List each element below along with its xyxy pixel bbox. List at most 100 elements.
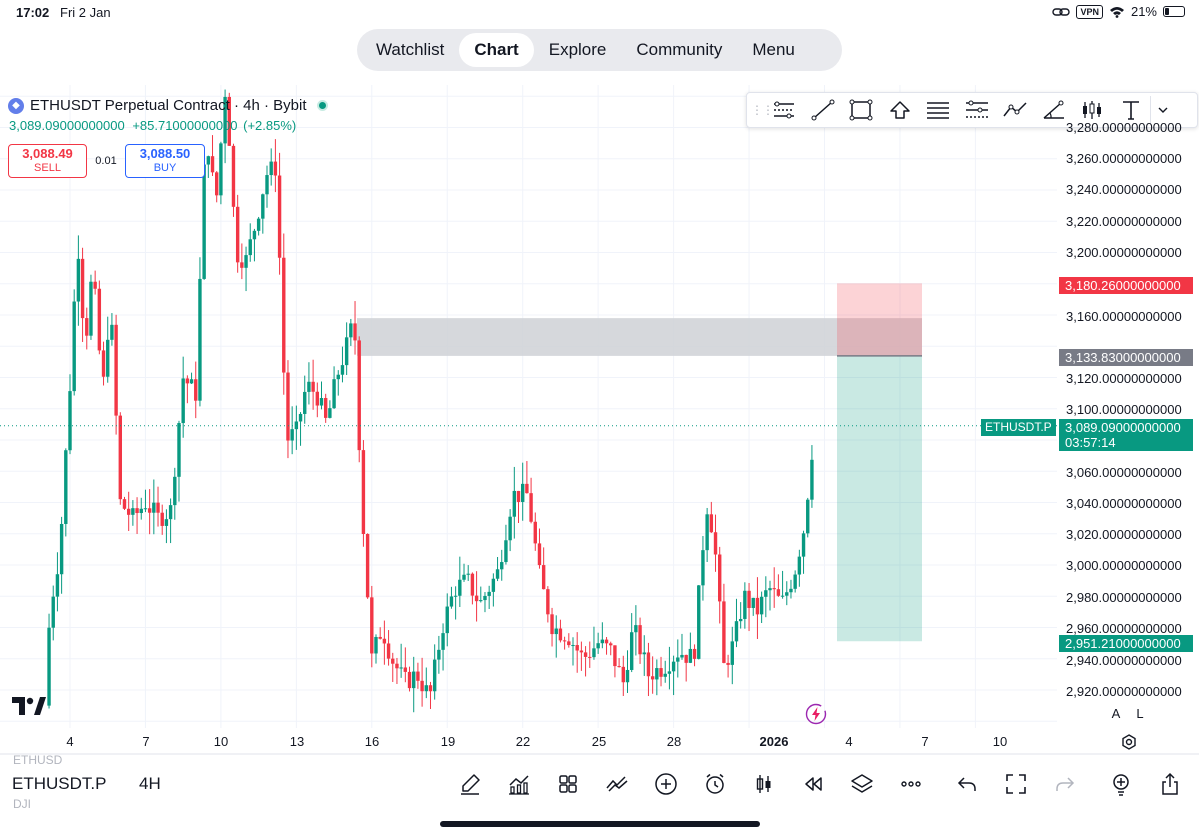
interval-button[interactable]: 4H (139, 774, 161, 793)
add-circle-icon[interactable] (652, 770, 680, 798)
layout-grid-icon[interactable] (554, 770, 582, 798)
candle-body (806, 499, 810, 534)
wifi-icon (1109, 6, 1124, 18)
candle-body (336, 374, 340, 380)
bottom-toolbar: ETHUSD ETHUSDT.P DJI 4H (0, 753, 1199, 815)
symbol-search-button[interactable]: ETHUSDT.P (12, 774, 107, 793)
candle (780, 570, 785, 599)
candle-body (349, 323, 353, 338)
candle (583, 646, 588, 677)
candle-body (72, 301, 76, 392)
redo-icon[interactable] (1051, 770, 1079, 798)
candle-body (646, 652, 651, 677)
trend-line-icon[interactable] (804, 95, 843, 125)
ghost-symbol-bottom: DJI (13, 797, 31, 811)
candle (521, 462, 525, 521)
auto-scale-button[interactable]: A (1111, 705, 1121, 721)
candle-body (357, 340, 361, 451)
candle-body (785, 592, 789, 596)
more-icon[interactable] (897, 770, 925, 798)
chevron-down-icon[interactable] (1150, 96, 1174, 124)
tab-explore[interactable]: Explore (548, 40, 607, 59)
candle (458, 556, 462, 608)
candle-body (126, 508, 131, 515)
drag-handle-icon[interactable]: ⋮⋮ (751, 103, 774, 117)
tab-watchlist[interactable]: Watchlist (376, 40, 445, 59)
candle-body (219, 143, 223, 196)
alarm-clock-icon[interactable] (701, 770, 729, 798)
candle-body (697, 585, 701, 659)
trend-angle-icon[interactable] (765, 95, 804, 125)
candle-body (303, 391, 307, 414)
lightbulb-icon[interactable] (1107, 770, 1135, 798)
current-price-value: 3,089.09000000000 (1065, 420, 1181, 435)
stop-loss-zone (837, 283, 922, 356)
candle (738, 602, 743, 629)
candle-body (567, 641, 571, 646)
candle-body (650, 676, 655, 680)
tab-chart[interactable]: Chart (459, 33, 534, 67)
candle-body (512, 490, 517, 517)
legend-title[interactable]: ETHUSDT Perpetual Contract · 4h · Bybit (30, 97, 307, 114)
candle (353, 301, 357, 355)
candle-body (261, 194, 265, 219)
share-icon[interactable] (1156, 770, 1184, 798)
candle-body (353, 323, 357, 341)
candle-body (407, 671, 412, 689)
price-axis-label: 3,200.00000000000 (1066, 245, 1182, 260)
candle (722, 583, 726, 664)
candle (546, 586, 550, 623)
candle-body (726, 662, 730, 665)
tradingview-logo-icon[interactable] (12, 696, 46, 721)
candles-icon[interactable] (750, 770, 778, 798)
fib-retracement-icon[interactable] (958, 95, 997, 125)
tab-menu[interactable]: Menu (752, 40, 795, 59)
buy-button[interactable]: 3,088.50 BUY (125, 144, 205, 178)
candle-body (374, 636, 378, 654)
buy-price: 3,088.50 (139, 146, 191, 161)
layers-icon[interactable] (848, 770, 876, 798)
sell-button[interactable]: 3,088.49 SELL (8, 144, 87, 178)
candle (412, 656, 416, 713)
candle (76, 235, 81, 326)
text-icon[interactable] (1112, 95, 1151, 125)
tab-community[interactable]: Community (636, 40, 723, 59)
brush-icon[interactable] (456, 770, 484, 798)
candle (215, 171, 219, 203)
settings-gear-icon[interactable] (1120, 733, 1138, 756)
candle-body (638, 625, 642, 655)
candle (449, 586, 454, 609)
replay-icon[interactable] (799, 770, 827, 798)
candlestick-chart[interactable] (0, 85, 1199, 755)
candle-body (466, 573, 470, 575)
path-icon[interactable] (996, 95, 1035, 125)
log-scale-button[interactable]: L (1136, 705, 1144, 721)
undo-icon[interactable] (953, 770, 981, 798)
compare-icon[interactable] (603, 770, 631, 798)
price-axis-label: 2,960.00000000000 (1066, 621, 1182, 636)
ray-icon[interactable] (1035, 95, 1074, 125)
flash-alert-icon[interactable] (805, 703, 827, 730)
parallel-channel-icon[interactable] (919, 95, 958, 125)
candle (248, 223, 252, 262)
candle-body (751, 597, 755, 608)
pattern-icon[interactable] (1073, 95, 1112, 125)
rectangle-icon[interactable] (842, 95, 881, 125)
indicators-icon[interactable] (505, 770, 533, 798)
candle (173, 467, 177, 520)
candle-body (533, 521, 537, 544)
candle-body (432, 659, 437, 692)
candle (89, 274, 93, 340)
arrow-up-icon[interactable] (881, 95, 920, 125)
candle (403, 647, 408, 683)
candle (202, 160, 206, 280)
candle (512, 466, 517, 539)
candle-body (68, 391, 72, 451)
time-axis-label: 4 (845, 734, 853, 749)
candle (617, 658, 621, 668)
price-axis-label: 3,220.00000000000 (1066, 214, 1182, 229)
candle-body (227, 96, 231, 146)
fullscreen-icon[interactable] (1002, 770, 1030, 798)
candle (59, 516, 64, 594)
candle (667, 646, 672, 690)
